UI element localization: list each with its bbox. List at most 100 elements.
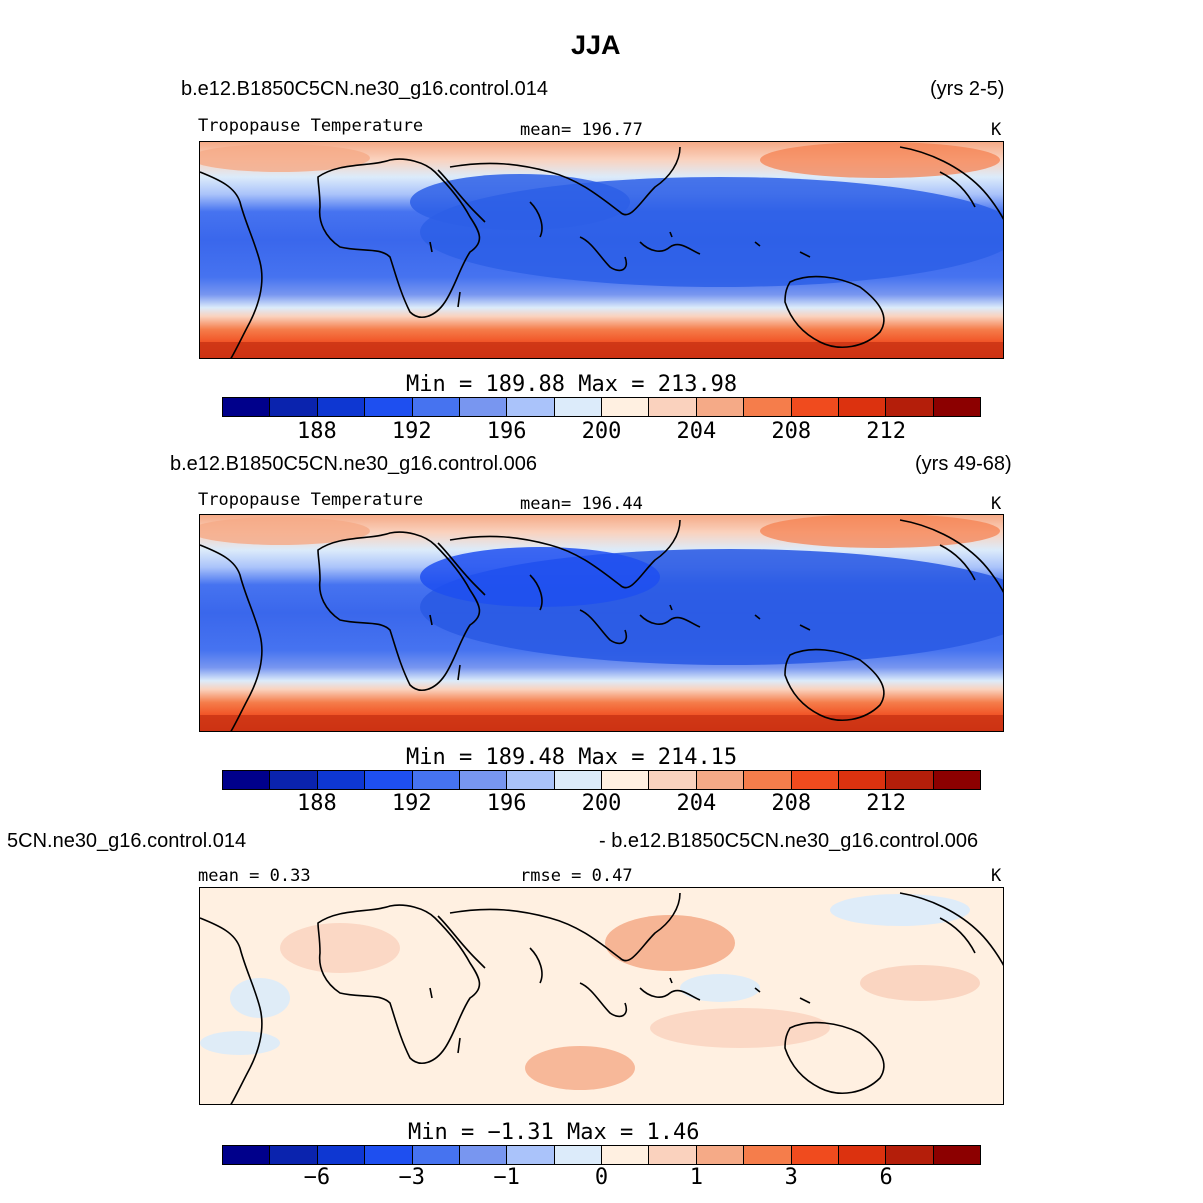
panel1-units: K (991, 120, 1002, 140)
colorbar-tick-label: 3 (784, 1165, 798, 1190)
panel2-warm-south (200, 715, 1003, 731)
colorbar-tick-label: −3 (398, 1165, 426, 1190)
colorbar-cell (886, 771, 934, 789)
panel1-min-label: Min = (406, 372, 473, 397)
panel3-cool-patch-3 (230, 978, 290, 1018)
colorbar-cell (223, 398, 271, 416)
panel3-years: - b.e12.B1850C5CN.ne30_g16.control.006 (599, 830, 979, 852)
panel2-units: K (991, 494, 1002, 514)
panel1-mean-value: 196.77 (581, 120, 643, 140)
colorbar-tick-label: 212 (866, 419, 906, 444)
panel3-map (199, 887, 1004, 1105)
colorbar-tick-label: 192 (391, 419, 432, 444)
panel3-max-label: Max = (566, 1120, 634, 1145)
panel1-warm-pacific (760, 142, 1000, 178)
panel3-warm-patch-2 (525, 1046, 635, 1090)
panel2-min-label: Min = (406, 745, 473, 770)
colorbar-cell (365, 398, 413, 416)
colorbar-cell (838, 398, 887, 416)
colorbar-tick-label: 196 (486, 791, 527, 816)
colorbar-cell (602, 1146, 650, 1164)
colorbar-cell (554, 398, 602, 416)
panel2-cold-asia (420, 547, 660, 607)
panel1-mean-label: mean= (520, 120, 572, 140)
colorbar-cell (507, 1146, 555, 1164)
panel3-coastlines (200, 892, 1003, 1104)
panel1-coastlines (200, 146, 1003, 358)
colorbar-cell (270, 1146, 318, 1164)
panel1-colorbar (222, 397, 981, 417)
panel2-map (199, 514, 1004, 732)
panel2-colorbar-ticks: 188 192 196 200 204 208 212 (222, 791, 981, 819)
panel3-mean-value: 0.33 (269, 866, 311, 886)
panel2-minmax: Min = 189.48 Max = 214.15 (406, 745, 737, 770)
panel1-years: (yrs 2-5) (930, 78, 1005, 100)
figure-title: JJA (571, 30, 621, 60)
panel1-field (200, 142, 1003, 358)
panel2-warm-atlantic (200, 517, 370, 545)
colorbar-tick-label: 200 (581, 791, 622, 816)
colorbar-cell (838, 1146, 887, 1164)
colorbar-tick-label: 192 (391, 791, 432, 816)
panel3-colorbar (222, 1145, 981, 1165)
colorbar-cell (933, 1146, 980, 1164)
panel1-max-value: 213.98 (657, 372, 738, 397)
panel2-case-name: b.e12.B1850C5CN.ne30_g16.control.006 (170, 453, 537, 475)
panel3-colorbar-ticks: −6 −3 −1 0 1 3 6 (222, 1165, 981, 1193)
colorbar-cell (459, 1146, 508, 1164)
colorbar-cell (602, 771, 650, 789)
colorbar-cell (886, 1146, 934, 1164)
panel3-max-value: 1.46 (646, 1120, 700, 1145)
panel3-cool-patch-1 (830, 894, 970, 926)
colorbar-tick-label: 1 (689, 1165, 703, 1190)
colorbar-tick-label: 0 (594, 1165, 609, 1190)
colorbar-tick-label: 6 (879, 1165, 893, 1190)
colorbar-cell (649, 1146, 697, 1164)
panel3-field (200, 888, 1003, 1104)
panel3-rmse-label: rmse = (520, 866, 582, 886)
panel1-case-name: b.e12.B1850C5CN.ne30_g16.control.014 (181, 78, 548, 100)
colorbar-tick-label: 204 (676, 419, 717, 444)
colorbar-tick-label: 200 (581, 419, 622, 444)
panel3-units: K (991, 866, 1002, 886)
panel1-min-value: 189.88 (485, 372, 565, 397)
colorbar-tick-label: −6 (303, 1165, 331, 1190)
panel1-colorbar-ticks: 188 192 196 200 204 208 212 (222, 419, 981, 447)
panel2-variable: Tropopause Temperature (198, 490, 424, 510)
panel1-variable: Tropopause Temperature (198, 116, 424, 136)
panel3-warm-patch-1 (605, 915, 735, 971)
colorbar-cell (696, 1146, 745, 1164)
panel2-warm-pacific (760, 515, 1000, 548)
colorbar-cell (602, 398, 650, 416)
colorbar-cell (459, 398, 508, 416)
colorbar-cell (791, 1146, 839, 1164)
colorbar-tick-label: 204 (676, 791, 717, 816)
panel2-mean-label: mean= (520, 494, 572, 514)
colorbar-cell (791, 398, 839, 416)
colorbar-tick-label: 188 (297, 419, 337, 444)
panel2-max-value: 214.15 (657, 745, 738, 770)
panel3-mean-label: mean = (198, 866, 260, 886)
panel3-warm-patch-4 (280, 923, 400, 973)
colorbar-cell (744, 1146, 792, 1164)
colorbar-cell (791, 771, 839, 789)
colorbar-cell (933, 398, 980, 416)
colorbar-cell (270, 771, 318, 789)
panel3-rmse-value: 0.47 (591, 866, 633, 886)
colorbar-cell (933, 771, 980, 789)
panel3-warm-patch-3 (860, 965, 980, 1001)
panel3-minmax: Min = −1.31 Max = 1.46 (408, 1120, 699, 1145)
panel3-mean: mean = 0.33 (198, 866, 311, 886)
colorbar-cell (649, 398, 697, 416)
panel2-max-label: Max = (578, 745, 645, 770)
panel1-cold-asia (410, 174, 630, 230)
colorbar-cell (270, 398, 318, 416)
colorbar-cell (507, 771, 555, 789)
colorbar-cell (744, 771, 792, 789)
colorbar-tick-label: 188 (297, 791, 337, 816)
colorbar-cell (412, 771, 460, 789)
panel1-minmax: Min = 189.88 Max = 213.98 (406, 372, 737, 397)
panel1-warm-south (200, 342, 1003, 358)
colorbar-tick-label: 208 (771, 791, 812, 816)
colorbar-cell (317, 771, 366, 789)
